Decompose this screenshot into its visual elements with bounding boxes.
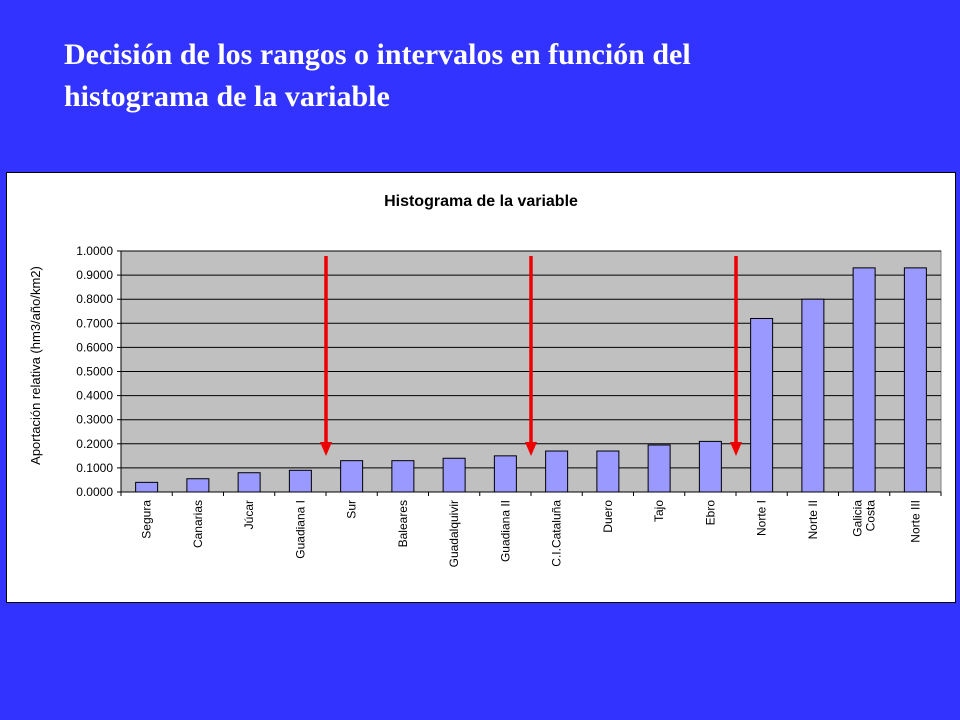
x-category-label: Norte III [908,500,922,543]
y-tick-label: 1.0000 [76,244,113,258]
x-category-label: Guadalquivir [447,500,461,567]
slide-title-line-2: histograma de la variable [64,80,390,113]
x-category-label: Guadiana II [498,500,512,562]
bar [340,460,364,493]
x-category-label: Norte I [755,500,769,536]
x-category-label: Canarias [191,500,205,548]
x-category-label: Galicia [851,500,865,537]
y-tick-label: 0.9000 [76,268,113,282]
y-axis-label: Aportación relativa (hm3/año/km2) [28,266,43,465]
bar [698,440,722,493]
bar [186,478,210,493]
x-category-label: Norte II [806,500,820,539]
y-tick-label: 0.8000 [76,292,113,306]
bar [647,444,671,493]
y-tick-label: 0.4000 [76,389,113,403]
x-category-label: Sur [345,500,359,519]
break-arrow-head [525,442,537,456]
y-tick-label: 0.5000 [76,365,113,379]
bar [801,298,825,493]
x-category-label: Costa [864,500,878,532]
y-tick-label: 0.1000 [76,461,113,475]
histogram-chart: Histograma de la variable 0.0000 0.1000 0.2… [28,193,942,567]
y-tick-label: 0.7000 [76,316,113,330]
bar [903,267,927,493]
bar [750,317,774,493]
break-arrow-head [320,442,332,456]
bar [596,450,620,493]
x-category-label: Segura [140,500,154,539]
x-category-label: Guadiana I [293,500,307,559]
bar [442,457,466,493]
bar [545,450,569,493]
bar [237,472,261,493]
y-tick-label: 0.6000 [76,340,113,354]
y-tick-label: 0.0000 [76,485,113,499]
break-arrow-head [730,442,742,456]
y-tick-label: 0.3000 [76,413,113,427]
chart-title: Histograma de la variable [384,193,578,210]
x-category-label: Ebro [703,500,717,526]
bar [288,469,312,493]
x-category-label: Baleares [396,500,410,547]
y-tick-label: 0.2000 [76,437,113,451]
bar [852,267,876,493]
slide-title-line-1: Decisión de los rangos o intervalos en f… [64,38,691,71]
x-category-label: C.I.Cataluña [550,500,564,567]
chart-panel: Histograma de la variable 0.0000 0.1000 0.2… [6,172,956,603]
bar [391,460,415,493]
bar [135,481,159,493]
bar [493,455,517,493]
x-category-label: Tajo [652,500,666,522]
slide-title: Decisión de los rangos o intervalos en f… [64,34,924,118]
x-category-label: Duero [601,500,615,533]
x-category-label: Júcar [242,500,256,529]
